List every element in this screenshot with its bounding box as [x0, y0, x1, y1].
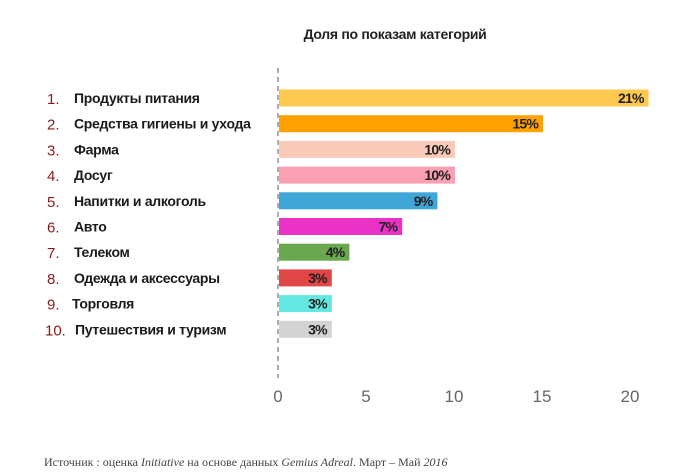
rank-label: 4.: [47, 168, 60, 185]
bar: [279, 89, 649, 107]
category-label: Путешествия и туризм: [75, 321, 226, 337]
rank-label: 7.: [47, 245, 60, 262]
x-tick-label: 10: [445, 387, 464, 406]
x-tick-label: 15: [533, 387, 552, 406]
bar: [279, 192, 438, 210]
bar-value-label: 9%: [414, 193, 434, 209]
x-tick-label: 5: [361, 387, 370, 406]
source-prefix: Источник : оценка: [44, 455, 141, 469]
source-middle: на основе данных: [184, 455, 282, 469]
source-agency: Initiative: [140, 455, 185, 469]
bar: [279, 218, 403, 235]
chart-title: Доля по показам категорий: [303, 26, 487, 42]
x-tick-label: 0: [273, 387, 282, 406]
bar: [279, 140, 455, 158]
category-label: Одежда и аксессуары: [74, 270, 220, 286]
bar: [279, 295, 332, 313]
source-period: . Март – Май: [353, 455, 424, 469]
bar-value-label: 10%: [424, 167, 451, 183]
bar-value-label: 10%: [424, 141, 451, 157]
source-year: 2016: [423, 455, 448, 469]
bar: [279, 243, 350, 261]
category-label: Авто: [74, 219, 107, 235]
category-label: Торговля: [72, 296, 134, 312]
rank-label: 6.: [47, 220, 60, 237]
rank-label: 8.: [47, 271, 60, 288]
bar-value-label: 21%: [618, 90, 645, 106]
category-label: Напитки и алкоголь: [74, 193, 207, 209]
bar: [279, 115, 543, 133]
category-label: Продукты питания: [74, 90, 200, 106]
source-note: Источник : оценка Initiative на основе д…: [44, 455, 448, 470]
category-label: Фарма: [74, 141, 119, 157]
bar-value-label: 3%: [308, 270, 328, 286]
source-data-provider: Gemius Adreal: [281, 455, 354, 469]
rank-label: 10.: [45, 322, 66, 339]
bar-value-label: 4%: [326, 244, 346, 260]
rank-label: 5.: [47, 194, 60, 211]
category-label: Досуг: [74, 167, 113, 183]
rank-label: 1.: [47, 91, 60, 108]
category-label: Средства гигиены и ухода: [74, 116, 251, 132]
bar-value-label: 3%: [308, 321, 328, 337]
rank-label: 2.: [47, 117, 60, 134]
rank-label: 9.: [47, 297, 60, 314]
rank-label: 3.: [47, 142, 60, 159]
bar-value-label: 3%: [308, 296, 328, 312]
bar: [279, 269, 332, 287]
category-label: Телеком: [74, 244, 130, 260]
bar-value-label: 15%: [512, 116, 539, 132]
bar-value-label: 7%: [379, 219, 399, 235]
bar: [279, 320, 332, 338]
x-tick-label: 20: [621, 387, 640, 406]
bar: [279, 166, 455, 184]
